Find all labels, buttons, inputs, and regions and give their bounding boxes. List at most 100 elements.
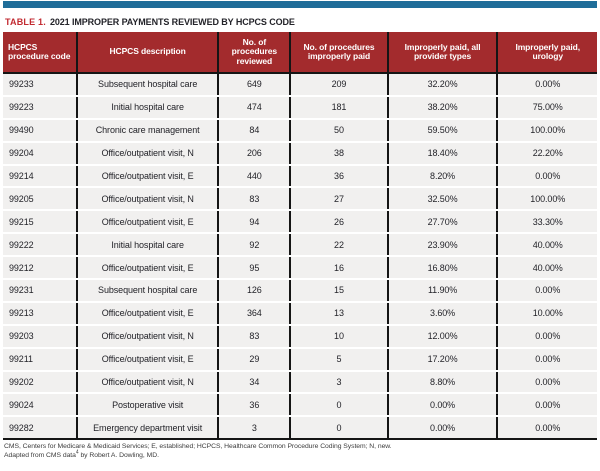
table-cell: 16 <box>289 256 388 281</box>
table-cell: 38 <box>289 141 388 166</box>
table-cell: 474 <box>217 95 291 120</box>
table-cell: 99282 <box>3 416 77 441</box>
table-cell: 50 <box>289 118 388 143</box>
table-cell: 0 <box>289 393 388 418</box>
table-cell: 11.90% <box>386 279 498 303</box>
table-cell: 0.00% <box>386 393 498 418</box>
table-cell: 99231 <box>3 279 77 303</box>
table-row: 99204 Office/outpatient visit, N 206 38 18.4… <box>3 141 597 166</box>
table-cell: 99211 <box>3 347 77 372</box>
table-cell: 209 <box>289 73 388 97</box>
table-cell: Chronic care management <box>75 118 219 143</box>
table-cell: 40.00% <box>496 256 597 281</box>
table-cell: 99212 <box>3 256 77 281</box>
footnotes: CMS, Centers for Medicare & Medicaid Ser… <box>4 443 600 460</box>
table-cell: 0.00% <box>496 324 597 349</box>
footnote-citation-superscript: 4 <box>75 449 79 456</box>
table-cell: 16.80% <box>386 256 498 281</box>
table-cell: 0.00% <box>496 393 597 418</box>
table-cell: 94 <box>217 210 291 235</box>
table-cell: 206 <box>217 141 291 166</box>
table-cell: 0.00% <box>496 73 597 97</box>
table-cell: 22.20% <box>496 141 597 166</box>
table-cell: 75.00% <box>496 95 597 120</box>
table-cell: 364 <box>217 301 291 326</box>
table-cell: 18.40% <box>386 141 498 166</box>
table-row: 99211 Office/outpatient visit, E 29 5 17.20%… <box>3 347 597 372</box>
table-cell: 40.00% <box>496 233 597 258</box>
table-cell: 0.00% <box>386 416 498 441</box>
table-cell: Postoperative visit <box>75 393 219 418</box>
table-cell: 27 <box>289 187 388 212</box>
table-cell: 3 <box>217 416 291 441</box>
table-cell: 99223 <box>3 95 77 120</box>
table-row: 99223 Initial hospital care 474 181 38.20% 75… <box>3 95 597 120</box>
table-cell: 0 <box>289 416 388 441</box>
table-cell: 38.20% <box>386 95 498 120</box>
table-row: 99233 Subsequent hospital care 649 209 32.20… <box>3 73 597 97</box>
table-cell: 10.00% <box>496 301 597 326</box>
table-cell: 13 <box>289 301 388 326</box>
table-cell: Office/outpatient visit, E <box>75 256 219 281</box>
table-cell: 10 <box>289 324 388 349</box>
table-row: 99215 Office/outpatient visit, E 94 26 27.70… <box>3 210 597 235</box>
footnote-attribution: Adapted from CMS data4 by Robert A. Dowl… <box>4 449 600 461</box>
improper-payments-table: HCPCS procedure code HCPCS description N… <box>3 32 597 441</box>
table-cell: Office/outpatient visit, N <box>75 187 219 212</box>
table-row: 99490 Chronic care management 84 50 59.50% 10… <box>3 118 597 143</box>
table-cell: 99215 <box>3 210 77 235</box>
col-header-procedures-reviewed: No. of procedures reviewed <box>217 32 291 74</box>
table-cell: 0.00% <box>496 347 597 372</box>
table-cell: 29 <box>217 347 291 372</box>
table-body: 99233 Subsequent hospital care 649 209 32.20… <box>3 73 597 441</box>
table-cell: 32.20% <box>386 73 498 97</box>
table-number-label: TABLE 1. <box>5 17 46 27</box>
col-header-description: HCPCS description <box>75 32 219 74</box>
table-cell: 27.70% <box>386 210 498 235</box>
table-cell: 99233 <box>3 73 77 97</box>
table-cell: 59.50% <box>386 118 498 143</box>
table-cell: 83 <box>217 324 291 349</box>
table-header: HCPCS procedure code HCPCS description N… <box>3 32 597 74</box>
table-cell: 649 <box>217 73 291 97</box>
table-cell: 84 <box>217 118 291 143</box>
table-cell: 95 <box>217 256 291 281</box>
table-cell: 0.00% <box>496 164 597 189</box>
table-cell: 15 <box>289 279 388 303</box>
table-cell: Office/outpatient visit, E <box>75 164 219 189</box>
table-cell: 3 <box>289 370 388 395</box>
col-header-procedures-improperly-paid: No. of procedures improperly paid <box>289 32 388 74</box>
col-header-hcpcs-code: HCPCS procedure code <box>3 32 77 74</box>
table-cell: 181 <box>289 95 388 120</box>
table-cell: Subsequent hospital care <box>75 73 219 97</box>
top-rule-bar <box>3 1 597 8</box>
table-cell: 3.60% <box>386 301 498 326</box>
table-cell: 23.90% <box>386 233 498 258</box>
table-cell: 99213 <box>3 301 77 326</box>
table-cell: 34 <box>217 370 291 395</box>
table-cell: Emergency department visit <box>75 416 219 441</box>
table-cell: 8.80% <box>386 370 498 395</box>
table-cell: 99214 <box>3 164 77 189</box>
table-title: TABLE 1. 2021 IMPROPER PAYMENTS REVIEWED … <box>5 17 600 27</box>
table-cell: 22 <box>289 233 388 258</box>
table-row: 99213 Office/outpatient visit, E 364 13 3.60… <box>3 301 597 326</box>
table-cell: 17.20% <box>386 347 498 372</box>
table-cell: 99024 <box>3 393 77 418</box>
table-cell: 92 <box>217 233 291 258</box>
table-cell: 99222 <box>3 233 77 258</box>
table-cell: Office/outpatient visit, N <box>75 324 219 349</box>
table-cell: 12.00% <box>386 324 498 349</box>
table-cell: 36 <box>289 164 388 189</box>
table-cell: 26 <box>289 210 388 235</box>
col-header-improperly-paid-urology: Improperly paid, urology <box>496 32 597 74</box>
table-cell: 99205 <box>3 187 77 212</box>
table-cell: Subsequent hospital care <box>75 279 219 303</box>
table-row: 99205 Office/outpatient visit, N 83 27 32.50… <box>3 187 597 212</box>
table-cell: Office/outpatient visit, N <box>75 141 219 166</box>
table-cell: 99204 <box>3 141 77 166</box>
header-row: HCPCS procedure code HCPCS description N… <box>3 32 597 74</box>
footnote-abbreviations: CMS, Centers for Medicare & Medicaid Ser… <box>4 443 392 451</box>
footnote-attribution-text: Adapted from CMS data <box>4 451 76 459</box>
table-title-text: 2021 IMPROPER PAYMENTS REVIEWED BY HCPCS… <box>49 17 295 27</box>
